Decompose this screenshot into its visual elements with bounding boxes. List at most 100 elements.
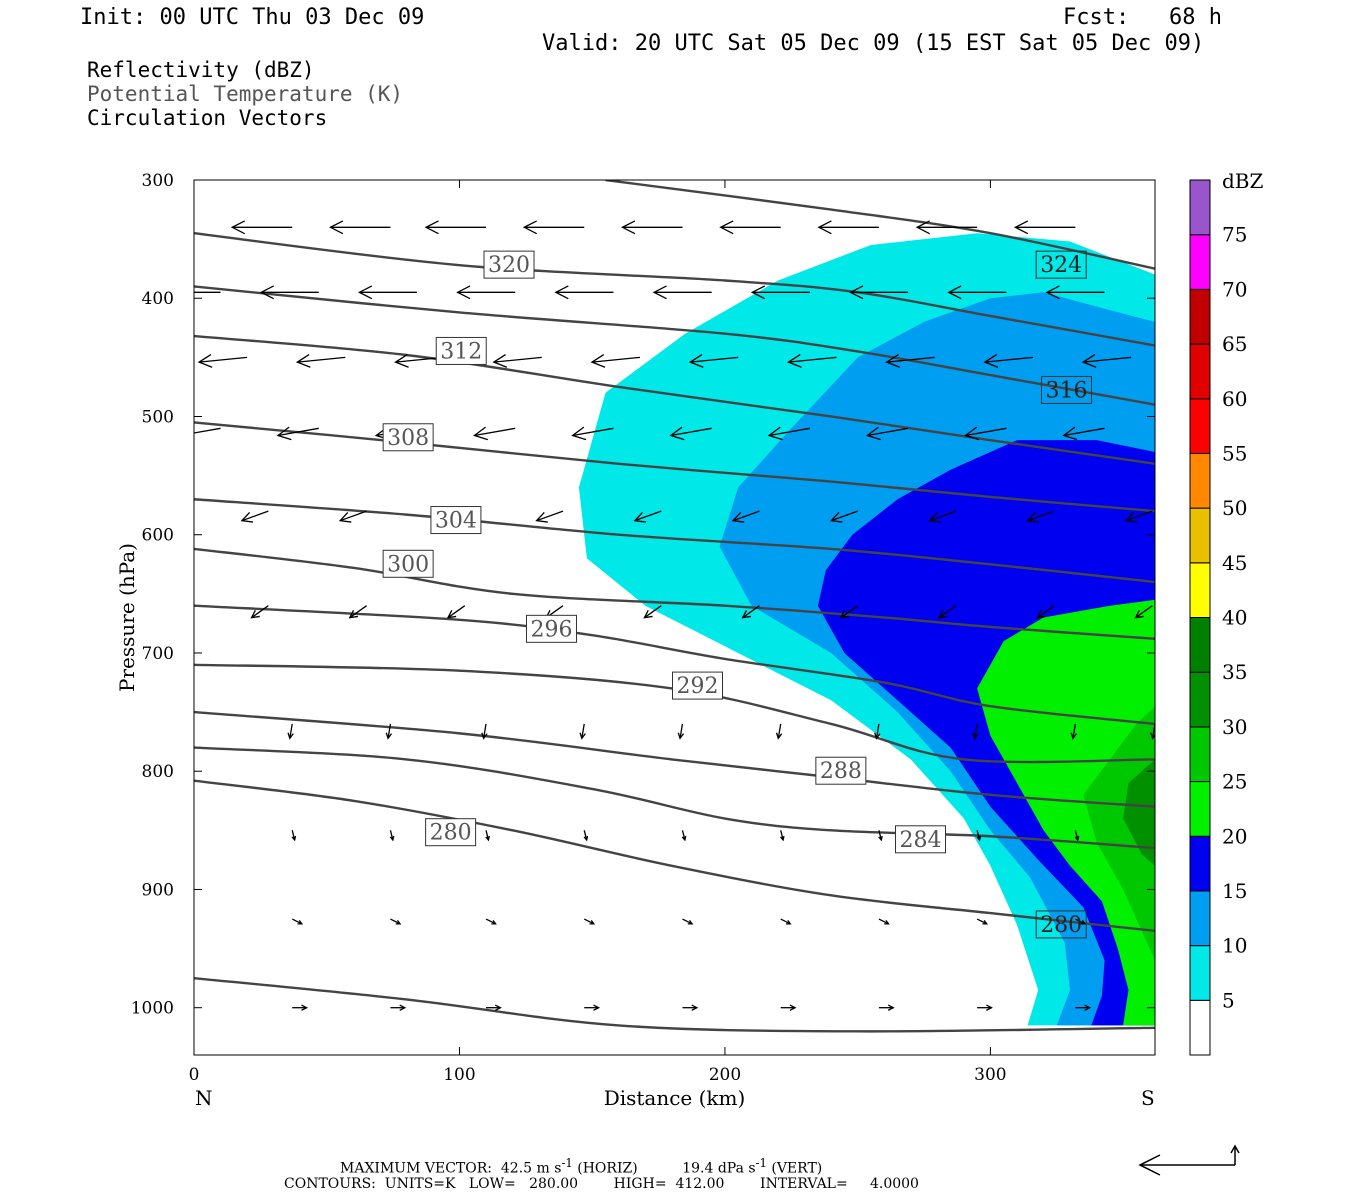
circulation-vector [1036, 605, 1055, 619]
vector-head [583, 835, 589, 842]
vector-shaft [644, 605, 662, 619]
circulation-vector [230, 220, 293, 235]
colorbar-swatch [1189, 890, 1211, 947]
x-tick-label: 200 [709, 1065, 741, 1085]
theta-label-308: 308 [382, 423, 434, 452]
circulation-vector [579, 723, 586, 740]
theta-label-text: 304 [435, 509, 477, 534]
circulation-vector [583, 918, 596, 925]
vector-shaft [199, 356, 248, 363]
vector-head [1134, 610, 1144, 619]
vector-head [750, 285, 766, 300]
vector-head [1074, 835, 1080, 842]
circulation-vector [688, 354, 739, 368]
vector-shaft [679, 723, 684, 739]
theta-label-text: 288 [820, 759, 862, 784]
vector-shaft [681, 830, 686, 841]
vector-shaft [634, 510, 662, 522]
field-vectors: Circulation Vectors [87, 106, 328, 130]
colorbar-swatch [1189, 398, 1211, 454]
vector-head [338, 512, 352, 523]
vector-shaft [938, 605, 957, 619]
theta-contour-312 [194, 334, 1155, 465]
vector-shaft [682, 918, 693, 925]
vector-head [688, 354, 704, 368]
theta-label-box [672, 671, 723, 700]
vector-head [1026, 512, 1039, 523]
colorbar-tick-label: 40 [1222, 606, 1247, 630]
vector-shaft [591, 356, 641, 363]
colorbar-swatch [1189, 671, 1211, 728]
vector-shaft [387, 723, 392, 739]
circulation-vector [621, 220, 683, 235]
circulation-vector [295, 354, 346, 368]
circulation-vector [394, 354, 444, 368]
vector-head [839, 610, 850, 619]
circulation-vector [584, 1004, 601, 1011]
circulation-vector [849, 285, 909, 300]
circulation-vector [682, 1004, 699, 1011]
reflectivity-region-20 [977, 599, 1155, 1026]
vector-shaft [929, 510, 957, 522]
vector-shaft [251, 605, 269, 619]
circulation-vector [878, 830, 883, 842]
vector-head [522, 220, 538, 235]
vector-shaft [780, 830, 784, 841]
vector-head [456, 285, 471, 300]
x-tick-label: 100 [443, 1065, 475, 1085]
vector-head [394, 354, 409, 368]
theta-contour-308 [194, 421, 1155, 513]
max-vertical-value: 19.4 [682, 1160, 714, 1177]
circulation-vector [1075, 918, 1087, 925]
vector-head [874, 732, 881, 740]
theta-label-box [483, 250, 535, 279]
vector-head [259, 285, 274, 300]
vector-head [915, 220, 930, 235]
circulation-vector [767, 426, 811, 441]
vector-head [983, 354, 999, 368]
vector-head [885, 354, 900, 368]
vector-shaft [1063, 427, 1105, 437]
vector-head [719, 220, 734, 235]
vector-head [590, 354, 606, 368]
vector-head [865, 426, 881, 441]
circulation-vector [291, 830, 297, 842]
circulation-vector [259, 285, 319, 300]
vector-head [976, 835, 982, 842]
colorbar-swatch [1189, 234, 1211, 290]
colorbar-swatch [1189, 562, 1211, 618]
vector-shaft [1083, 356, 1132, 363]
vector-head [986, 1004, 993, 1011]
vector-head [134, 221, 146, 234]
circulation-vector [1081, 354, 1132, 368]
circulation-vector [276, 426, 319, 441]
vector-shaft [1072, 723, 1077, 739]
vector-head [731, 512, 745, 523]
colorbar-tick-label: 70 [1222, 277, 1247, 301]
vector-head [787, 354, 802, 368]
theta-contour-320 [194, 232, 1155, 347]
vector-shaft [289, 723, 293, 739]
y-tick-label: 700 [142, 644, 174, 664]
vector-shaft [447, 605, 466, 619]
vector-head [230, 220, 245, 235]
circulation-vector [787, 354, 837, 368]
theta-contour-316 [194, 285, 1155, 406]
vector-head [767, 426, 783, 441]
theta-label-box [430, 506, 482, 535]
vector-head [878, 835, 883, 842]
north-end-label: N [195, 1086, 213, 1110]
circulation-vector [535, 510, 564, 523]
circulation-vector [590, 354, 641, 368]
circulation-vector [357, 285, 417, 300]
vector-shaft [1135, 605, 1153, 619]
circulation-vector [329, 220, 391, 235]
vector-head [972, 732, 979, 740]
field-theta: Potential Temperature (K) [87, 82, 404, 106]
vector-shaft [339, 510, 367, 522]
circulation-vector [554, 285, 614, 300]
theta-label-text: 292 [677, 674, 719, 699]
circulation-vector [874, 723, 881, 740]
